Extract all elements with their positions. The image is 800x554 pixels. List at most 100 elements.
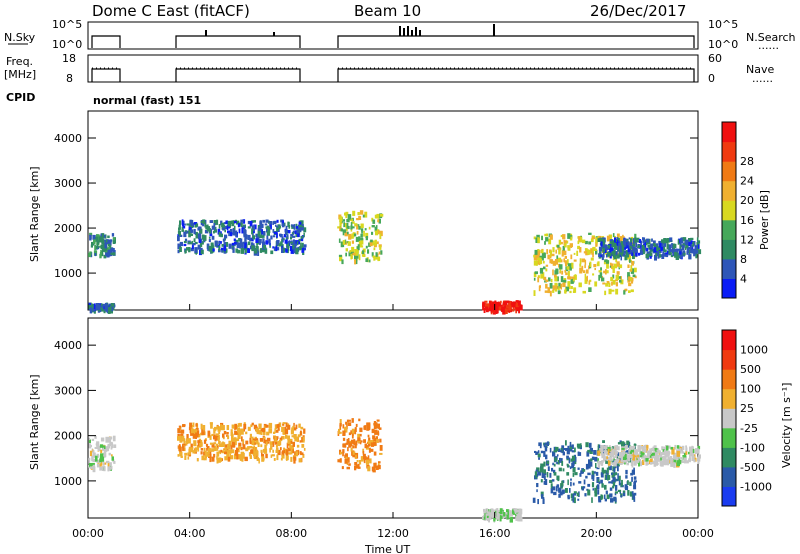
heatmap-cell-region-4 bbox=[504, 308, 508, 314]
heatmap-cell-region-2 bbox=[342, 437, 346, 441]
heatmap-cell-region-1 bbox=[213, 445, 217, 451]
heatmap-cell-region-4 bbox=[572, 497, 574, 503]
heatmap-cell-region-5 bbox=[622, 460, 625, 465]
heatmap-cell-region-2 bbox=[198, 233, 202, 240]
velocity-y-tick-label: 1000 bbox=[54, 475, 82, 488]
heatmap-cell-region-2 bbox=[357, 433, 360, 438]
heatmap-cell-region-2 bbox=[346, 438, 349, 443]
heatmap-cell-region-5 bbox=[622, 458, 627, 463]
heatmap-cell-region-3 bbox=[367, 249, 370, 254]
heatmap-cell-region-1 bbox=[280, 458, 283, 461]
heatmap-cell-region-5 bbox=[588, 280, 591, 285]
heatmap-cell-region-2 bbox=[264, 248, 268, 254]
heatmap-cell-region-5 bbox=[559, 259, 563, 263]
heatmap-cell-region-1 bbox=[255, 428, 259, 433]
power-y-tick-label: 3000 bbox=[54, 177, 82, 190]
heatmap-cell-region-1 bbox=[282, 436, 285, 440]
heatmap-cell-region-5 bbox=[603, 445, 607, 450]
heatmap-cell-region-4 bbox=[571, 450, 575, 453]
heatmap-cell-region-4 bbox=[615, 472, 618, 476]
heatmap-cell-region-2 bbox=[287, 244, 289, 249]
heatmap-cell-region-6 bbox=[645, 247, 649, 252]
heatmap-cell-region-5 bbox=[564, 243, 567, 248]
heatmap-cell-region-0 bbox=[106, 253, 110, 258]
heatmap-cell-region-4 bbox=[609, 487, 613, 491]
heatmap-cell-region-1 bbox=[278, 422, 282, 428]
heatmap-cell-region-4 bbox=[588, 459, 591, 465]
heatmap-cell-region-3 bbox=[511, 509, 514, 514]
heatmap-cell-region-4 bbox=[553, 450, 557, 453]
heatmap-cell-region-6 bbox=[630, 238, 633, 243]
heatmap-cell-region-6 bbox=[661, 239, 664, 243]
heatmap-cell-region-5 bbox=[579, 236, 583, 243]
heatmap-cell-region-1 bbox=[216, 451, 220, 457]
heatmap-cell-region-4 bbox=[563, 448, 565, 451]
heatmap-cell-region-5 bbox=[563, 250, 567, 256]
heatmap-cell-region-2 bbox=[249, 245, 253, 250]
heatmap-cell-region-4 bbox=[605, 459, 609, 464]
heatmap-cell-region-6 bbox=[637, 245, 641, 249]
heatmap-cell-region-5 bbox=[670, 446, 673, 450]
heatmap-cell-region-0 bbox=[104, 462, 107, 465]
heatmap-cell-region-4 bbox=[631, 491, 634, 495]
heatmap-cell-region-1 bbox=[285, 449, 289, 456]
heatmap-cell-region-2 bbox=[242, 228, 246, 232]
heatmap-cell-region-4 bbox=[543, 451, 546, 457]
heatmap-cell-region-4 bbox=[491, 302, 495, 307]
heatmap-cell-region-2 bbox=[208, 239, 211, 243]
heatmap-cell-region-1 bbox=[251, 440, 255, 446]
heatmap-cell-region-2 bbox=[181, 226, 184, 230]
velocity-colorbar-segment bbox=[722, 349, 736, 370]
heatmap-cell-region-2 bbox=[286, 246, 288, 251]
heatmap-cell-region-5 bbox=[586, 253, 590, 256]
heatmap-cell-region-6 bbox=[669, 237, 673, 242]
heatmap-cell-region-2 bbox=[200, 220, 203, 223]
heatmap-cell-region-1 bbox=[232, 441, 236, 448]
heatmap-cell-region-5 bbox=[631, 280, 634, 284]
heatmap-cell-region-4 bbox=[567, 496, 570, 500]
heatmap-cell-region-5 bbox=[547, 254, 550, 260]
heatmap-cell-region-5 bbox=[567, 259, 569, 265]
heatmap-cell-region-5 bbox=[584, 279, 588, 284]
heatmap-cell-region-4 bbox=[576, 492, 579, 497]
heatmap-cell-region-5 bbox=[547, 287, 550, 294]
heatmap-cell-region-2 bbox=[354, 465, 357, 471]
heatmap-cell-region-4 bbox=[543, 443, 546, 448]
heatmap-cell-region-4 bbox=[567, 448, 570, 451]
heatmap-cell-region-3 bbox=[508, 513, 511, 518]
heatmap-cell-region-1 bbox=[216, 447, 219, 451]
heatmap-cell-region-5 bbox=[653, 451, 656, 454]
heatmap-cell-region-0 bbox=[107, 443, 111, 447]
heatmap-cell-region-1 bbox=[249, 440, 252, 445]
heatmap-cell-region-4 bbox=[587, 489, 591, 496]
heatmap-cell-region-1 bbox=[300, 430, 302, 436]
heatmap-cell-region-2 bbox=[200, 238, 203, 243]
heatmap-cell-region-4 bbox=[587, 449, 591, 453]
power-colorbar-segment bbox=[722, 141, 736, 162]
heatmap-cell-region-4 bbox=[532, 497, 536, 503]
heatmap-cell-region-1 bbox=[204, 450, 207, 457]
heatmap-cell-region-2 bbox=[272, 235, 276, 238]
freq-label-1: Freq. bbox=[6, 55, 33, 68]
heatmap-cell-region-4 bbox=[572, 467, 576, 473]
heatmap-cell-region-1 bbox=[261, 456, 265, 462]
heatmap-cell-region-5 bbox=[577, 245, 580, 250]
heatmap-cell-region-3 bbox=[376, 230, 380, 235]
heatmap-cell-region-5 bbox=[536, 234, 540, 239]
heatmap-cell-region-3 bbox=[493, 516, 496, 522]
heatmap-cell-region-2 bbox=[243, 225, 246, 228]
heatmap-cell-region-5 bbox=[621, 279, 624, 282]
heatmap-cell-region-6 bbox=[622, 253, 626, 257]
heatmap-cell-region-6 bbox=[638, 239, 642, 243]
heatmap-cell-region-5 bbox=[660, 457, 663, 461]
nsearch-tick-bottom: 10^0 bbox=[708, 38, 738, 51]
heatmap-cell-region-1 bbox=[182, 424, 186, 427]
heatmap-cell-region-2 bbox=[298, 221, 302, 225]
heatmap-cell-region-2 bbox=[177, 243, 180, 250]
heatmap-cell-region-4 bbox=[546, 441, 549, 446]
heatmap-cell-region-6 bbox=[611, 242, 615, 248]
heatmap-cell-region-4 bbox=[539, 443, 542, 449]
heatmap-cell-region-5 bbox=[563, 279, 567, 283]
heatmap-cell-region-2 bbox=[373, 451, 377, 456]
heatmap-cell-region-4 bbox=[545, 454, 548, 460]
